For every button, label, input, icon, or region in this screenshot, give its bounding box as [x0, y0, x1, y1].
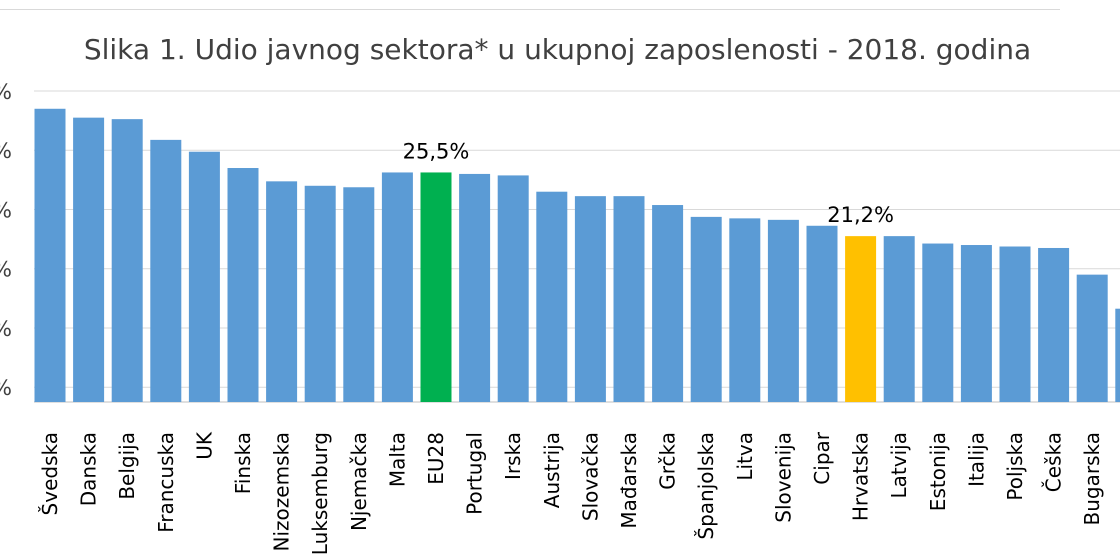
bar — [111, 119, 143, 402]
bar — [420, 172, 452, 402]
bar — [922, 243, 954, 402]
x-category-label: Švedska — [38, 432, 62, 515]
bar — [845, 236, 877, 402]
x-category-label: Grčka — [656, 432, 680, 490]
y-tick-label: % — [0, 317, 12, 341]
data-label: 14 — [1119, 208, 1120, 232]
x-category-label: Latvija — [887, 432, 911, 498]
x-category-label: Irska — [501, 432, 525, 480]
bar — [34, 108, 66, 403]
y-tick-label: 14% — [0, 198, 12, 222]
x-category-label: Češka — [1042, 432, 1066, 492]
x-category-label: Mađarska — [617, 432, 641, 529]
bar — [883, 236, 915, 402]
bar — [960, 245, 992, 402]
x-category-label: Belgija — [115, 432, 139, 500]
x-category-label: Austrija — [540, 432, 564, 508]
x-category-label: Slovačka — [578, 432, 602, 521]
bar — [1115, 308, 1120, 402]
bar — [613, 196, 645, 402]
x-category-label: Njemačka — [347, 432, 371, 531]
x-category-label: Španjolska — [694, 432, 718, 540]
bar — [381, 172, 413, 402]
bar — [652, 205, 684, 402]
x-category-label: Slovenija — [771, 432, 795, 523]
bar — [999, 246, 1031, 402]
bar — [729, 218, 761, 402]
bar — [574, 196, 606, 402]
x-category-label: UK — [192, 431, 216, 460]
y-tick-label: % — [0, 258, 12, 282]
data-label: 21,2% — [827, 203, 894, 227]
bar — [150, 139, 182, 402]
bar — [266, 181, 298, 402]
x-category-label: Portugal — [463, 432, 487, 515]
x-category-label: Italija — [964, 432, 988, 487]
x-category-label: Poljska — [1003, 432, 1027, 501]
y-tick-label: % — [0, 139, 12, 163]
y-tick-label: % — [0, 80, 12, 104]
x-category-label: Nizozemska — [270, 432, 294, 551]
bar — [1076, 274, 1108, 402]
bar — [343, 187, 375, 402]
bar — [188, 151, 220, 402]
bar — [690, 216, 722, 402]
x-category-label: Litva — [733, 432, 757, 481]
chart-title: Slika 1. Udio javnog sektora* u ukupnoj … — [83, 33, 1032, 66]
bar — [806, 225, 838, 402]
x-category-label: Hrvatska — [849, 432, 873, 521]
data-label: 25,5% — [403, 139, 470, 163]
x-category-label: Danska — [77, 432, 101, 506]
x-category-label: Rumunjska — [1119, 432, 1120, 542]
y-tick-label: % — [0, 376, 12, 400]
x-category-label: Luksemburg — [308, 432, 332, 555]
bar — [459, 173, 491, 402]
x-category-label: Bugarska — [1080, 432, 1104, 525]
x-category-label: Estonija — [926, 432, 950, 511]
x-category-label: Francuska — [154, 432, 178, 533]
x-category-label: Malta — [385, 432, 409, 487]
x-category-label: Finska — [231, 432, 255, 494]
bar — [227, 168, 259, 402]
bar — [73, 117, 105, 403]
bar — [536, 191, 568, 402]
x-category-label: EU28 — [424, 432, 448, 485]
bar — [1038, 247, 1070, 402]
bar — [304, 185, 336, 402]
x-category-label: Cipar — [810, 431, 834, 484]
bar — [497, 175, 529, 402]
top-rule — [0, 9, 1060, 10]
bar — [767, 219, 799, 402]
